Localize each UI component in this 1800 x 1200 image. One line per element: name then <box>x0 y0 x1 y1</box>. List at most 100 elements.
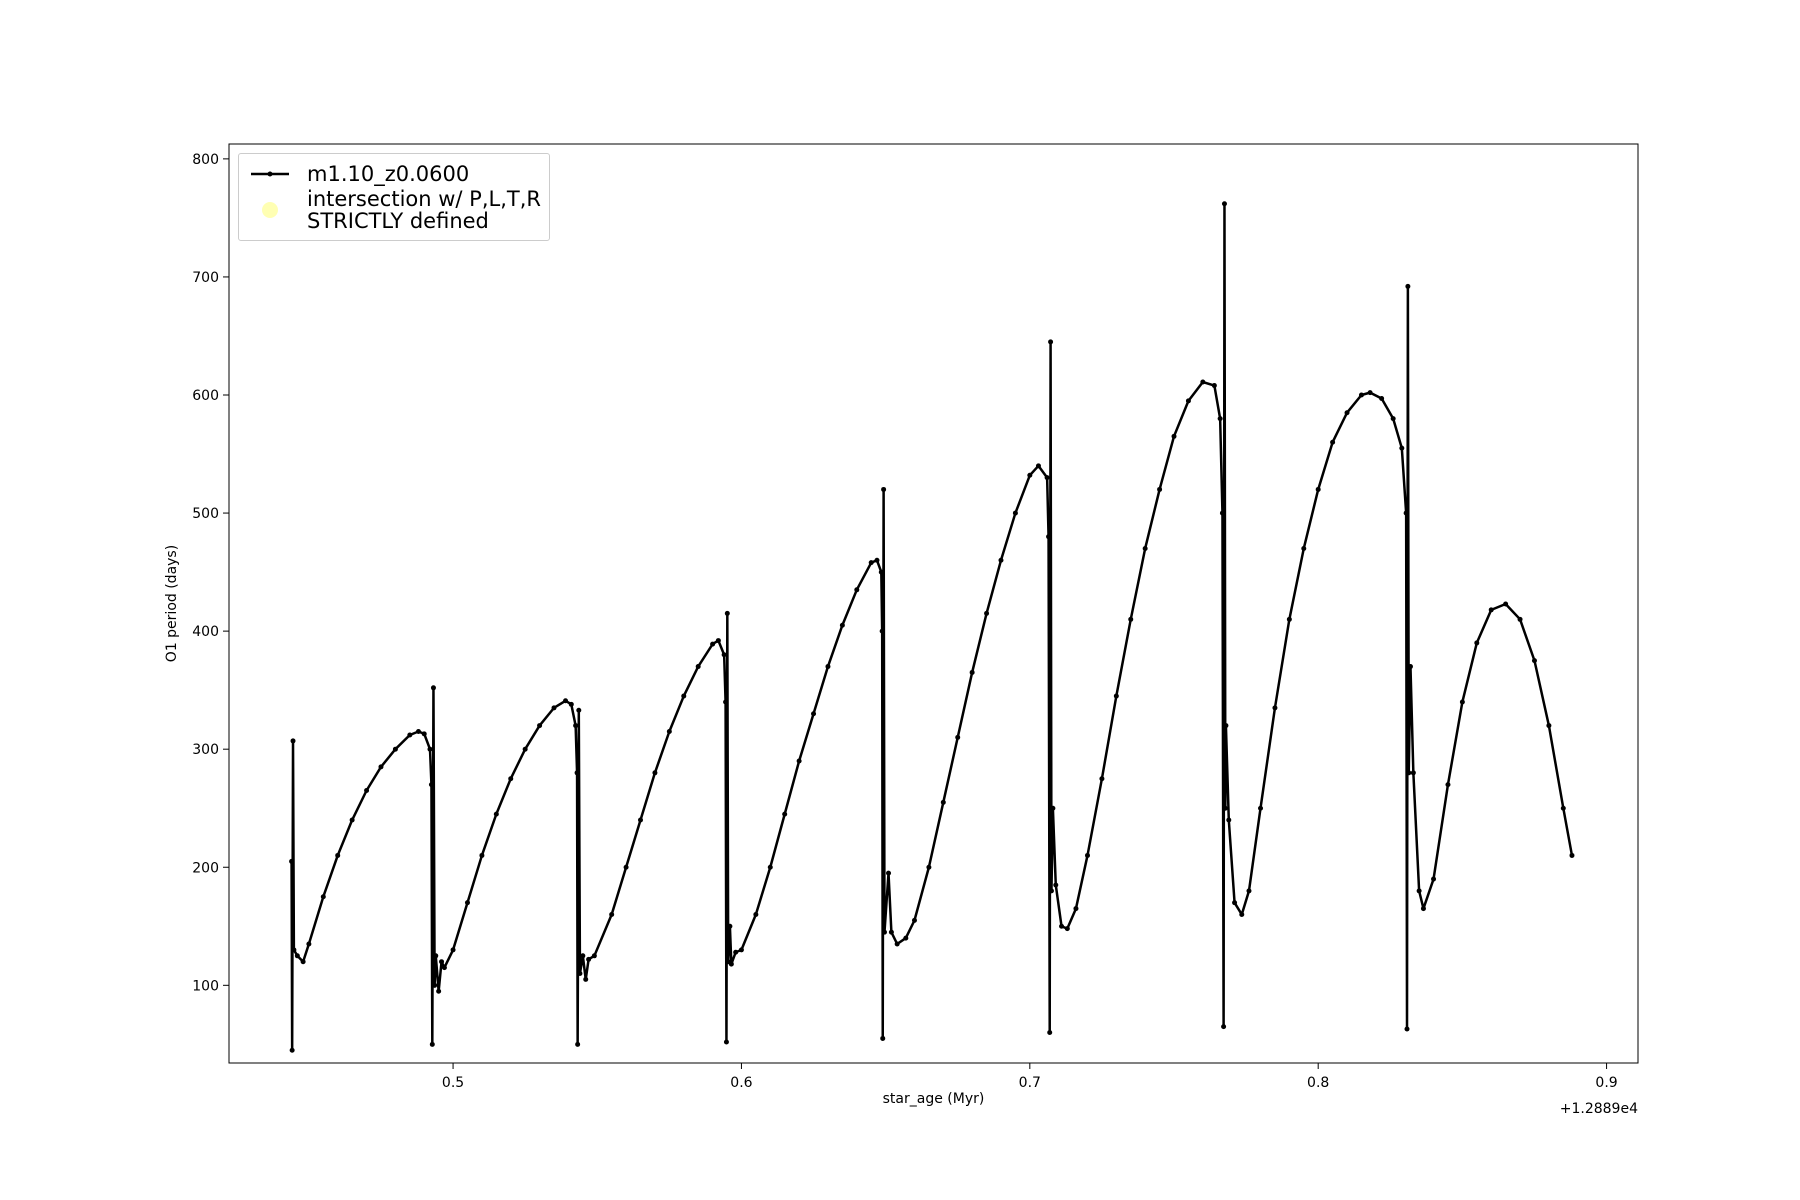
data-point <box>430 685 436 691</box>
data-point <box>1286 616 1292 622</box>
data-point <box>1044 475 1050 481</box>
data-point <box>464 900 470 906</box>
data-point <box>576 707 582 713</box>
data-point <box>1047 1030 1053 1036</box>
data-point <box>1517 616 1523 622</box>
data-point <box>1399 445 1405 451</box>
data-point <box>874 557 880 563</box>
data-point <box>1406 770 1412 776</box>
x-tick-label: 0.6 <box>730 1075 752 1091</box>
data-point <box>1301 545 1307 551</box>
legend-marker <box>267 171 273 177</box>
series-line <box>290 202 1574 1052</box>
data-point <box>903 935 909 941</box>
data-point <box>1405 283 1411 289</box>
data-point <box>721 652 727 658</box>
data-point <box>583 976 589 982</box>
data-point <box>1258 805 1264 811</box>
data-point <box>879 628 885 634</box>
data-point <box>573 723 579 729</box>
y-tick-label: 800 <box>192 152 219 168</box>
data-point <box>522 746 528 752</box>
data-point <box>1272 705 1278 711</box>
data-point <box>1211 383 1217 389</box>
data-point <box>479 852 485 858</box>
data-point <box>1157 486 1163 492</box>
data-point <box>1142 545 1148 551</box>
data-point <box>1185 398 1191 404</box>
data-point <box>551 705 557 711</box>
plot-frame <box>228 143 1639 1064</box>
data-point <box>349 817 355 823</box>
data-point <box>421 731 427 737</box>
data-point <box>1012 510 1018 516</box>
legend: m1.10_z0.0600 intersection w/ P,L,T,R STR… <box>238 153 550 242</box>
data-point <box>1546 723 1552 729</box>
data-point <box>940 799 946 805</box>
data-point <box>1367 390 1373 396</box>
data-point <box>1046 534 1052 540</box>
data-point <box>294 953 300 959</box>
data-point <box>1503 601 1509 607</box>
data-point <box>1064 926 1070 932</box>
y-tick-label: 700 <box>192 270 219 286</box>
data-point <box>563 698 569 704</box>
data-point <box>289 858 295 864</box>
data-point <box>969 669 975 675</box>
data-point <box>364 788 370 794</box>
data-point <box>574 770 580 776</box>
y-tick-label: 300 <box>192 742 219 758</box>
data-point <box>839 622 845 628</box>
data-point <box>1416 888 1422 894</box>
data-point <box>1073 906 1079 912</box>
data-point <box>1128 616 1134 622</box>
data-point <box>681 693 687 699</box>
data-point <box>568 701 574 707</box>
data-point <box>1404 1026 1410 1032</box>
data-point <box>1239 911 1245 917</box>
data-point <box>1099 776 1105 782</box>
data-point <box>886 870 892 876</box>
data-point <box>1445 782 1451 788</box>
data-point <box>1221 1024 1227 1030</box>
x-offset-label: +1.2889e4 <box>1560 1101 1638 1117</box>
data-point <box>1410 770 1416 776</box>
data-point <box>888 929 894 935</box>
data-point <box>723 1039 729 1045</box>
data-point <box>926 864 932 870</box>
data-point <box>1459 699 1465 705</box>
data-point <box>881 929 887 935</box>
data-point <box>300 959 306 965</box>
data-point <box>428 782 434 788</box>
data-point <box>1344 410 1350 416</box>
legend-entry: intersection w/ P,L,T,R STRICTLY defined <box>247 188 541 232</box>
data-point <box>1403 510 1409 516</box>
data-point <box>1221 201 1227 207</box>
data-point <box>728 961 734 967</box>
data-point <box>407 732 413 738</box>
data-point <box>392 746 398 752</box>
data-point <box>1050 805 1056 811</box>
data-point <box>710 641 716 647</box>
data-point <box>1084 852 1090 858</box>
y-tick-label: 400 <box>192 624 219 640</box>
data-point <box>320 894 326 900</box>
data-point <box>854 587 860 593</box>
data-point <box>695 664 701 670</box>
data-point <box>335 852 341 858</box>
data-point <box>1488 607 1494 613</box>
legend-label: m1.10_z0.0600 <box>307 161 470 186</box>
data-point <box>724 610 730 616</box>
legend-swatch <box>262 202 278 219</box>
data-point <box>894 941 900 947</box>
data-point <box>1474 640 1480 646</box>
data-point <box>1223 723 1229 729</box>
data-point <box>878 569 884 575</box>
data-point <box>984 610 990 616</box>
data-point <box>1390 416 1396 422</box>
data-point <box>1059 923 1065 929</box>
data-point <box>433 953 439 959</box>
data-point <box>811 711 817 717</box>
data-point <box>591 953 597 959</box>
data-point <box>429 1041 435 1047</box>
